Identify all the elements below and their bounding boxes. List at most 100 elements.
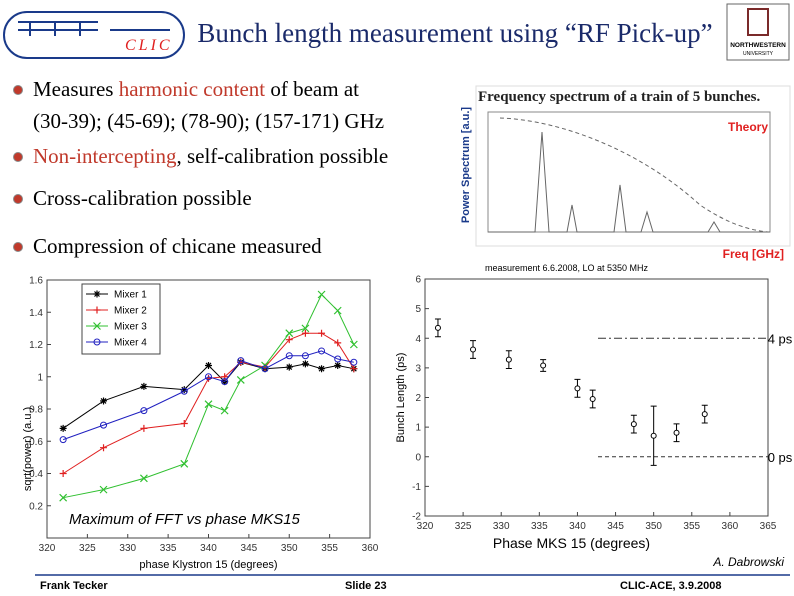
northwestern-logo: NORTHWESTERN UNIVERSITY	[726, 3, 790, 61]
marker	[220, 406, 229, 415]
y-tick-label: 1.2	[29, 340, 43, 351]
spectrum-figure: Frequency spectrum of a train of 5 bunch…	[460, 85, 791, 261]
reference-label: 4 ps	[768, 331, 793, 346]
logo-text: CLIC	[125, 37, 173, 54]
marker	[180, 387, 188, 395]
marker	[59, 424, 67, 432]
x-tick-label: 320	[39, 543, 56, 554]
x-tick-label: 365	[760, 521, 777, 532]
marker	[318, 347, 326, 355]
marker	[100, 444, 108, 452]
marker	[236, 376, 245, 384]
marker	[261, 365, 269, 373]
marker	[205, 361, 212, 369]
text-segment: Cross-calibration possible	[33, 186, 252, 210]
marker	[204, 400, 213, 409]
x-tick-label: 325	[455, 521, 472, 532]
y-tick-label: 2	[415, 393, 421, 404]
data-point	[673, 429, 680, 436]
credit: A. Dabrowski	[712, 555, 784, 569]
bullet-text: Non-intercepting, self-calibration possi…	[33, 144, 388, 168]
bullet-text: Measures harmonic content of beam at	[33, 77, 359, 101]
x-tick-label: 360	[722, 521, 739, 532]
x-tick-label: 350	[645, 521, 662, 532]
data-point	[701, 411, 708, 418]
logo-frame	[3, 11, 185, 59]
marker	[140, 424, 148, 432]
marker	[334, 361, 342, 369]
y-tick-label: 0.8	[29, 405, 43, 416]
x-tick-label: 340	[200, 543, 217, 554]
logo-text: NORTHWESTERN	[730, 42, 786, 49]
text-segment: , self-calibration possible	[176, 144, 388, 168]
data-point	[630, 421, 637, 428]
marker	[180, 420, 188, 428]
marker	[334, 355, 342, 363]
y-tick-label: 0.6	[29, 437, 43, 448]
marker	[59, 436, 67, 444]
chart-title: measurement 6.6.2008, LO at 5350 MHz	[485, 263, 649, 273]
data-point	[589, 395, 596, 402]
figure-y-label: Power Spectrum [a.u.]	[460, 107, 472, 223]
y-tick-label: -2	[412, 512, 421, 523]
figure-annotation: Theory	[728, 120, 768, 134]
logo-frame	[726, 3, 790, 61]
marker	[140, 382, 148, 390]
x-tick-label: 350	[281, 543, 298, 554]
y-tick-label: 0.2	[29, 501, 43, 512]
bunch-length-chart: 320 325 330 335 340 345 350 355 360 365-2-1012345…	[395, 263, 793, 569]
y-tick-label: 1.6	[29, 276, 43, 287]
x-tick-label: 355	[683, 521, 700, 532]
marker	[285, 363, 293, 371]
footer-author: Frank Tecker	[40, 580, 108, 592]
y-tick-label: 6	[415, 275, 421, 286]
marker	[350, 365, 358, 373]
marker	[285, 336, 293, 344]
marker	[301, 360, 309, 368]
data-point	[434, 324, 441, 331]
marker	[59, 493, 68, 502]
y-tick-label: -1	[412, 482, 421, 493]
text-segment: of beam at	[265, 77, 359, 101]
x-tick-label: 345	[607, 521, 624, 532]
bullet-icon	[13, 242, 23, 252]
logo-seal	[747, 8, 769, 36]
series-line	[62, 350, 354, 441]
marker	[318, 329, 326, 337]
bullet-icon	[13, 194, 23, 204]
marker	[93, 290, 101, 298]
marker	[99, 485, 108, 494]
x-axis-label: Phase MKS 15 (degrees)	[493, 535, 650, 551]
marker	[301, 324, 310, 333]
logo-subtext: UNIVERSITY	[743, 51, 774, 57]
footer-event: CLIC-ACE, 3.9.2008	[620, 580, 721, 592]
y-tick-label: 0	[415, 452, 421, 463]
marker	[221, 378, 229, 386]
marker	[317, 290, 326, 299]
marker	[100, 421, 108, 429]
legend-label: Mixer 2	[114, 306, 147, 317]
text-segment: Compression of chicane measured	[33, 234, 322, 258]
spectrum-peaks	[488, 131, 770, 233]
figure-title: Frequency spectrum of a train of 5 bunch…	[478, 89, 760, 105]
x-tick-label: 335	[160, 543, 177, 554]
mixer-chart: 320 325 330 335 340 345 350 355 360 0.2 0.4 0.6 0.8 1…	[22, 276, 379, 572]
marker	[140, 407, 148, 415]
figure-frame	[475, 85, 791, 247]
data-point	[470, 346, 477, 353]
marker	[93, 338, 101, 346]
marker	[301, 329, 309, 337]
marker	[349, 340, 358, 349]
data-point	[540, 362, 547, 369]
text-segment: harmonic content	[119, 77, 266, 101]
y-tick-label: 0.4	[29, 469, 43, 480]
bullet-text: (30-39); (45-69); (78-90); (157-171) GHz	[33, 109, 384, 133]
slide-title: Bunch length measurement using “RF Pick-…	[197, 18, 712, 48]
x-tick-label: 355	[321, 543, 338, 554]
text-segment: (30-39); (45-69); (78-90); (157-171) GHz	[33, 109, 384, 133]
marker	[237, 357, 245, 365]
plot-frame	[424, 278, 769, 517]
x-tick-label: 325	[79, 543, 96, 554]
marker	[318, 365, 326, 373]
marker	[139, 474, 148, 483]
